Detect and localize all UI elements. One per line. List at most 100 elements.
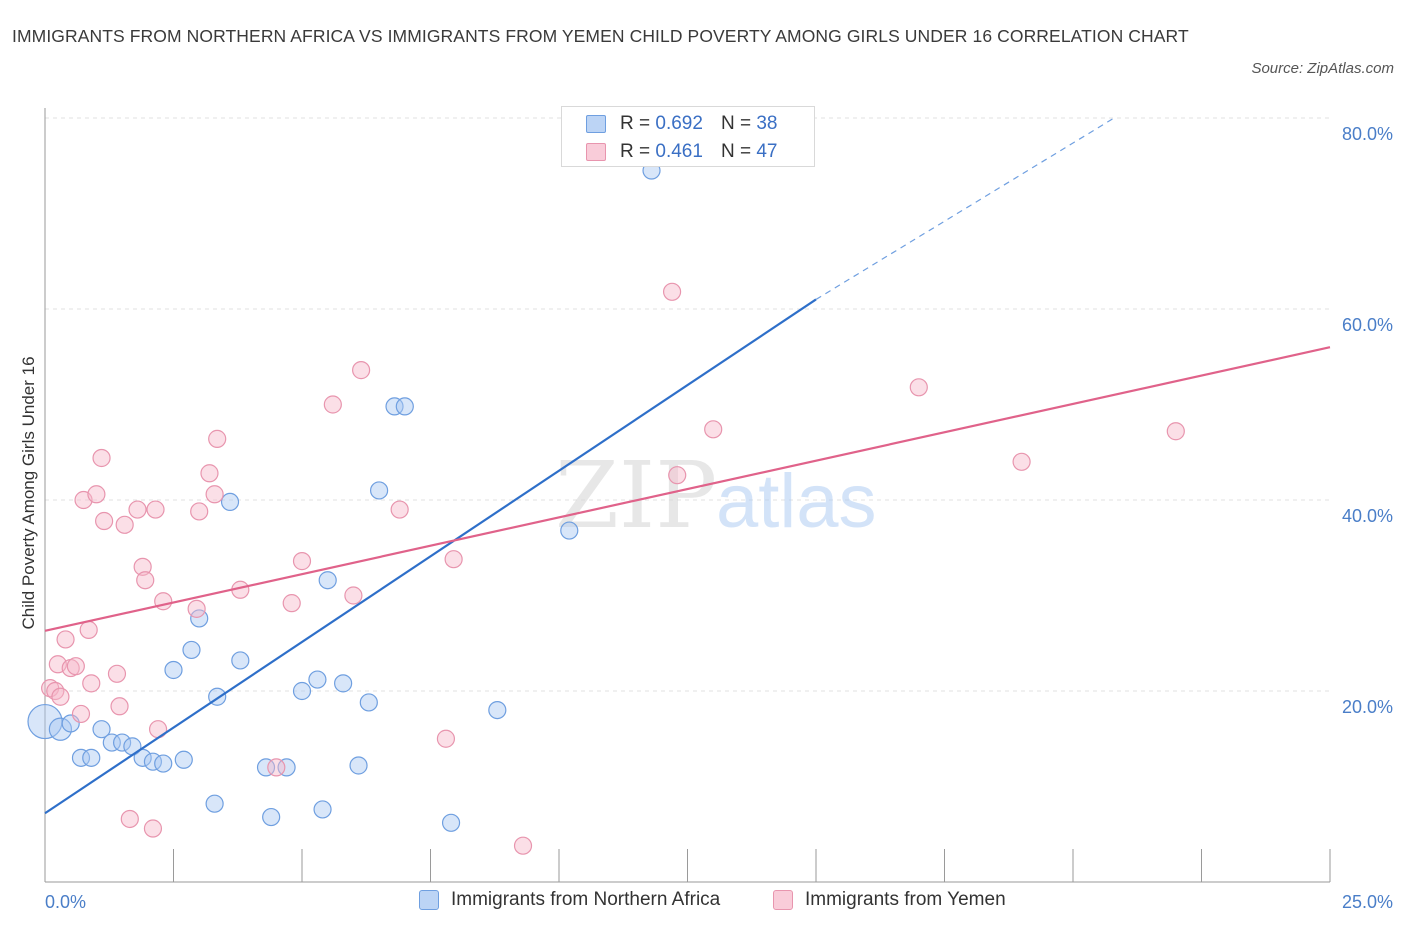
legend-n-value-blue: 38 bbox=[756, 113, 778, 134]
data-point bbox=[292, 681, 312, 701]
y-axis-label: Child Poverty Among Girls Under 16 bbox=[19, 356, 38, 629]
data-point bbox=[92, 720, 111, 739]
data-point bbox=[146, 500, 165, 519]
data-point bbox=[349, 756, 368, 775]
data-point bbox=[318, 571, 337, 590]
data-point bbox=[436, 729, 456, 748]
data-point bbox=[262, 807, 281, 827]
trend-line-northern-africa-extension bbox=[815, 117, 1115, 300]
legend-n-label: N = bbox=[720, 141, 752, 162]
data-point bbox=[79, 620, 98, 639]
data-point bbox=[313, 800, 332, 819]
data-point bbox=[190, 502, 209, 521]
data-point bbox=[444, 550, 463, 569]
axes bbox=[44, 108, 1331, 883]
legend-r-label: R = bbox=[620, 141, 651, 162]
data-point bbox=[292, 552, 312, 571]
tick-labels: 20.0% 40.0% 60.0% 80.0% 0.0% 25.0% bbox=[45, 124, 1393, 912]
data-point bbox=[344, 586, 363, 605]
data-point bbox=[220, 492, 240, 512]
source-label: Source: ZipAtlas.com bbox=[1251, 60, 1394, 77]
trend-line-northern-africa bbox=[44, 298, 817, 815]
trend-lines bbox=[44, 117, 1331, 815]
legend-row-northern-africa: R = 0.692 N = 38 bbox=[586, 112, 777, 136]
data-point bbox=[208, 429, 227, 448]
data-point bbox=[187, 599, 206, 618]
data-point bbox=[48, 717, 73, 741]
data-point bbox=[102, 733, 121, 752]
y-tick-label: 80.0% bbox=[1342, 124, 1393, 144]
data-point bbox=[488, 700, 507, 720]
legend-n-label: N = bbox=[720, 113, 752, 134]
x-tick-label: 25.0% bbox=[1342, 892, 1393, 912]
data-point bbox=[352, 361, 371, 380]
data-point bbox=[704, 420, 723, 439]
data-point bbox=[136, 571, 155, 590]
data-point bbox=[87, 485, 106, 504]
data-point bbox=[174, 750, 193, 769]
data-point bbox=[370, 481, 389, 500]
data-point bbox=[1012, 452, 1031, 471]
trend-line-yemen bbox=[44, 346, 1331, 632]
y-tick-label: 40.0% bbox=[1342, 506, 1393, 526]
data-point bbox=[120, 809, 139, 829]
data-point bbox=[164, 660, 183, 680]
data-point bbox=[46, 681, 65, 701]
legend-label-northern-africa: Immigrants from Northern Africa bbox=[451, 889, 721, 910]
correlation-legend: R = 0.692 N = 38 R = 0.461 N = 47 bbox=[561, 106, 815, 167]
x-tick-label: 0.0% bbox=[45, 892, 86, 912]
data-point bbox=[107, 664, 127, 683]
data-point bbox=[909, 378, 928, 397]
data-point bbox=[71, 748, 91, 767]
legend-swatch-pink bbox=[773, 890, 793, 910]
bottom-legend-yemen[interactable]: Immigrants from Yemen bbox=[773, 889, 1006, 911]
data-point bbox=[323, 395, 342, 414]
legend-swatch-pink bbox=[586, 143, 606, 161]
data-point bbox=[115, 515, 134, 534]
data-point bbox=[308, 670, 327, 689]
legend-swatch-blue bbox=[419, 890, 439, 910]
gridlines bbox=[45, 117, 1330, 692]
watermark-zip: ZIP bbox=[555, 442, 717, 549]
bottom-legend-northern-africa[interactable]: Immigrants from Northern Africa bbox=[419, 889, 720, 911]
data-point bbox=[82, 674, 101, 693]
legend-r-label: R = bbox=[620, 113, 651, 134]
legend-n-value-pink: 47 bbox=[756, 141, 778, 162]
data-point bbox=[267, 758, 286, 777]
data-point bbox=[662, 282, 682, 301]
series-northern-africa-points bbox=[27, 123, 805, 832]
data-point bbox=[205, 485, 224, 504]
data-point bbox=[395, 397, 414, 416]
data-point bbox=[334, 674, 353, 693]
data-point bbox=[110, 697, 129, 716]
data-point bbox=[282, 594, 301, 613]
data-point bbox=[143, 819, 163, 838]
data-point bbox=[256, 758, 276, 777]
data-point bbox=[133, 557, 152, 576]
data-point bbox=[277, 758, 296, 777]
chart-title: IMMIGRANTS FROM NORTHERN AFRICA VS IMMIG… bbox=[12, 26, 1189, 46]
data-point bbox=[92, 448, 111, 468]
legend-r-value-blue: 0.692 bbox=[655, 113, 703, 134]
legend-swatch-blue bbox=[586, 115, 606, 133]
watermark-atlas: atlas bbox=[716, 459, 877, 544]
legend-row-yemen: R = 0.461 N = 47 bbox=[586, 140, 777, 164]
data-point bbox=[95, 511, 114, 531]
data-point bbox=[154, 754, 173, 773]
data-point bbox=[205, 794, 224, 813]
y-tick-label: 60.0% bbox=[1342, 315, 1393, 335]
data-point bbox=[51, 687, 70, 706]
data-point bbox=[200, 464, 219, 483]
data-point bbox=[82, 748, 101, 767]
data-point bbox=[66, 657, 85, 676]
data-point bbox=[441, 813, 461, 832]
data-point bbox=[71, 704, 91, 724]
data-point bbox=[56, 630, 75, 649]
legend-label-yemen: Immigrants from Yemen bbox=[805, 889, 1006, 910]
data-point bbox=[390, 500, 409, 519]
data-point bbox=[668, 466, 687, 485]
data-point bbox=[128, 500, 147, 519]
data-point bbox=[231, 651, 250, 670]
data-point bbox=[385, 397, 404, 416]
